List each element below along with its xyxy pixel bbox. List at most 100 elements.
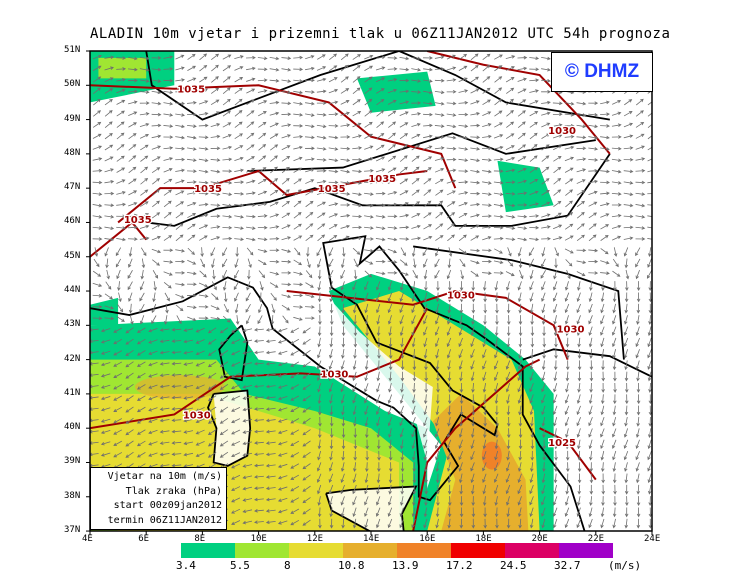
wind-arrow (231, 373, 241, 378)
wind-arrow (529, 143, 538, 151)
wind-arrow (588, 417, 593, 427)
wind-arrow (316, 462, 322, 472)
wind-arrow (246, 99, 255, 106)
wind-arrow (623, 181, 634, 185)
wind-arrow (258, 270, 266, 279)
wind-arrow (482, 259, 492, 264)
wind-arrow (290, 463, 300, 469)
wind-arrow (459, 258, 466, 268)
wind-arrow (159, 407, 170, 411)
wind-arrow (265, 328, 276, 332)
wind-arrow (364, 237, 374, 241)
wind-arrow (352, 203, 363, 208)
wind-arrow (459, 518, 464, 529)
wind-arrow (104, 99, 113, 106)
wind-arrow (254, 373, 264, 377)
wind-arrow (317, 269, 322, 280)
wind-arrow (387, 271, 398, 275)
wind-arrow (148, 328, 158, 333)
wind-arrow (341, 315, 346, 325)
wind-arrow (588, 271, 599, 275)
wind-arrow (423, 507, 428, 518)
wind-arrow (116, 167, 126, 173)
wind-arrow (482, 382, 487, 393)
wind-arrow (364, 203, 374, 208)
wind-arrow (636, 518, 641, 529)
wind-arrow (171, 463, 182, 468)
wind-arrow (113, 418, 123, 424)
wind-arrow (317, 507, 322, 518)
colorbar-segment (181, 543, 235, 558)
wind-arrow (387, 315, 392, 325)
wind-arrow (187, 202, 197, 207)
wind-arrow (104, 215, 115, 219)
wind-arrow (554, 462, 558, 473)
wind-arrow (246, 179, 256, 184)
wind-arrow (277, 350, 288, 355)
wind-arrow (175, 223, 184, 230)
wind-arrow (290, 406, 300, 413)
wind-arrow (411, 326, 416, 336)
wind-arrow (423, 178, 432, 185)
wind-arrow (148, 418, 158, 423)
wind-arrow (317, 349, 322, 359)
wind-arrow (565, 360, 570, 371)
wind-arrow (116, 78, 126, 82)
wind-arrow (423, 123, 433, 128)
wind-arrow (576, 326, 581, 337)
wind-arrow (151, 67, 162, 72)
wind-arrow (412, 473, 417, 484)
wind-arrow (377, 349, 381, 359)
wind-arrow (211, 293, 219, 301)
wind-arrow (305, 90, 315, 94)
wind-arrow (482, 123, 492, 127)
wind-arrow (400, 337, 404, 348)
wind-arrow (223, 303, 229, 313)
wind-arrow (128, 178, 137, 185)
wind-arrow (624, 360, 628, 371)
wind-arrow (529, 292, 534, 303)
wind-arrow (576, 271, 586, 277)
wind-arrow (411, 428, 416, 438)
wind-speed-region (356, 71, 436, 113)
wind-arrow (231, 384, 241, 390)
wind-arrow (612, 450, 617, 461)
wind-arrow (365, 326, 369, 337)
wind-arrow (139, 122, 150, 128)
wind-arrow (305, 282, 314, 288)
wind-arrow (542, 462, 546, 473)
wind-arrow (600, 292, 605, 303)
wind-arrow (387, 292, 393, 302)
wind-arrow (376, 371, 381, 382)
wind-arrow (231, 395, 241, 401)
wind-arrow (100, 407, 111, 412)
wind-arrow (577, 462, 582, 473)
wind-arrow (413, 258, 417, 269)
wind-arrow (305, 294, 315, 299)
wind-arrow (113, 327, 123, 333)
wind-arrow (647, 326, 652, 337)
wind-arrow (412, 496, 416, 506)
wind-arrow (128, 67, 138, 72)
wind-arrow (494, 326, 499, 337)
wind-arrow (399, 271, 409, 276)
wind-arrow (125, 395, 134, 402)
wind-arrow (458, 349, 463, 359)
wind-arrow (611, 111, 622, 116)
wind-arrow (411, 79, 422, 83)
wind-arrow (400, 484, 405, 495)
wind-arrow (423, 79, 433, 83)
wind-arrow (281, 200, 290, 208)
wind-arrow (265, 452, 276, 457)
wind-arrow (136, 452, 146, 458)
wind-arrow (316, 113, 327, 117)
wind-arrow (517, 156, 527, 162)
wind-arrow (600, 315, 605, 325)
wind-arrow (470, 450, 475, 461)
wind-arrow (600, 135, 610, 140)
wind-arrow (636, 405, 641, 416)
wind-arrow (470, 439, 475, 450)
wind-arrow (163, 223, 172, 230)
wind-arrow (505, 271, 515, 277)
wind-arrow (148, 339, 158, 344)
